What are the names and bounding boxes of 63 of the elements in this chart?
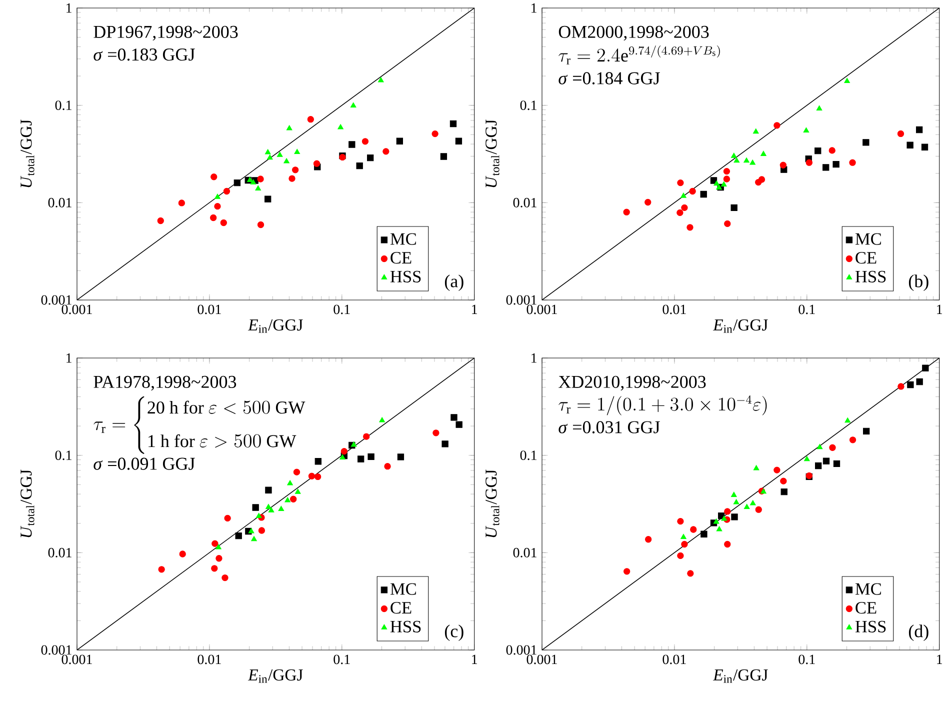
legend-label: MC: [855, 233, 881, 245]
text: DP1967,1998~2003: [94, 26, 238, 41]
x-tick-label: 1: [472, 654, 477, 664]
y-tick-label: 1: [532, 3, 536, 13]
y-tick-label: 0.001: [41, 295, 72, 305]
y-tick-label: 0.01: [513, 198, 536, 208]
y-tick-label: 0.001: [41, 645, 72, 655]
y-tick-label: 0.1: [520, 100, 536, 110]
annotation: $\tau_{\mathrm{r}}=\begin{cases}\text{20 h for }\varepsilon<500\text{ GW}\\[6pt] \text{1 h for }\varepsilon>500\text{ GW}\end{cases}$: [94, 396, 306, 454]
legend-label: CE: [390, 602, 412, 614]
y-axis-title: U$_{total}$/GGJ: [20, 120, 34, 188]
y-tick-label: 1: [66, 353, 72, 363]
y-tick-label: 0.01: [513, 548, 536, 558]
x-tick-label: 0.01: [198, 654, 221, 664]
annotation: σ =0.031 GGJ: [558, 421, 660, 434]
legend-label: MC: [855, 583, 881, 595]
x-tick-label: 0.1: [334, 654, 350, 664]
y-tick-label: 0.1: [55, 100, 72, 110]
annotation: (b): [908, 274, 928, 291]
annotation: σ =0.183 GGJ: [94, 48, 195, 61]
y-tick-label: 1: [532, 353, 536, 363]
legend-label: CE: [390, 252, 412, 264]
annotation: $\tau_{\mathrm{r}}=2.4\mathrm{e}^{9.74/(4.69+VB_{\mathrm{s}})}$: [558, 46, 720, 64]
x-axis-title: E$_{in}$/GGJ: [712, 669, 768, 683]
legend-label: HSS: [855, 620, 886, 632]
annotation: (c): [444, 624, 464, 641]
x-tick-label: 1: [937, 304, 942, 314]
x-axis-title: E$_{in}$/GGJ: [248, 669, 303, 683]
y-tick-label: 0.001: [506, 645, 536, 655]
legend-label: HSS: [855, 270, 886, 282]
x-axis-title: E$_{in}$/GGJ: [248, 319, 303, 333]
legend-label: CE: [856, 252, 876, 264]
y-tick-label: 0.001: [506, 295, 536, 305]
annotation: (a): [444, 274, 464, 291]
annotation: $\tau_{\mathrm{r}}=1/(0.1+3.0\times 10^{-4}\varepsilon)$: [558, 395, 767, 416]
y-tick-label: 1: [66, 3, 72, 13]
legend-label: CE: [856, 602, 876, 614]
text: PA1978,1998~2003: [94, 376, 236, 391]
x-tick-label: 0.01: [662, 654, 686, 664]
y-axis-title: U$_{total}$/GGJ: [20, 470, 34, 538]
x-tick-label: 1: [937, 654, 942, 664]
y-axis-title: U$_{total}$/GGJ: [486, 120, 500, 188]
text: OM2000,1998~2003: [558, 26, 709, 41]
x-tick-label: 1: [472, 304, 477, 314]
x-tick-label: 0.1: [334, 304, 350, 314]
legend-label: MC: [390, 233, 416, 245]
annotation: σ =0.091 GGJ: [94, 458, 195, 470]
x-tick-label: 0.1: [798, 654, 815, 664]
annotation: σ =0.184 GGJ: [558, 72, 660, 84]
y-tick-label: 0.1: [55, 450, 72, 460]
y-tick-label: 0.1: [520, 450, 536, 460]
x-tick-label: 0.01: [198, 304, 221, 314]
x-tick-label: 0.01: [662, 304, 686, 314]
annotation: (d): [908, 624, 928, 641]
legend-label: MC: [390, 583, 416, 595]
y-axis-title: U$_{total}$/GGJ: [486, 470, 500, 538]
y-tick-label: 0.01: [48, 198, 72, 208]
legend-label: HSS: [390, 270, 421, 282]
legend-label: HSS: [390, 620, 421, 632]
x-axis-title: E$_{in}$/GGJ: [712, 319, 768, 333]
x-tick-label: 0.1: [798, 304, 815, 314]
text: XD2010,1998~2003: [558, 376, 706, 391]
y-tick-label: 0.01: [48, 548, 72, 558]
